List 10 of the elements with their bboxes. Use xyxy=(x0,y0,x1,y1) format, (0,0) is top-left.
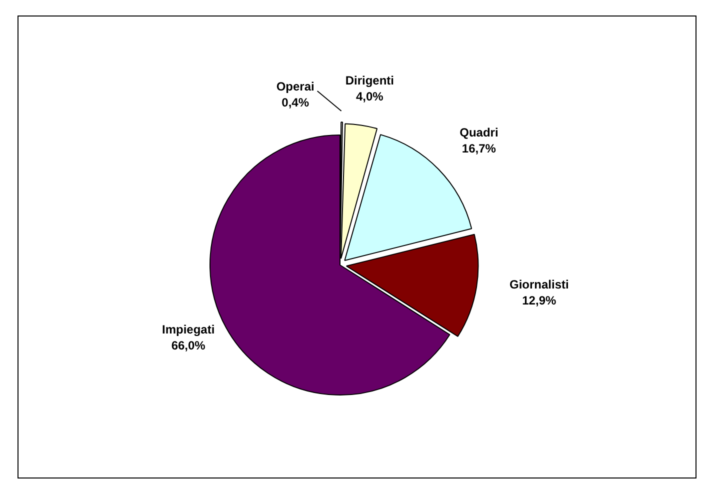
slice-label: Impiegati xyxy=(162,322,215,337)
slice-label: Dirigenti xyxy=(345,73,394,88)
data-label: 12,9% xyxy=(522,294,556,308)
data-label: 16,7% xyxy=(462,141,496,156)
slice-label: Giornalisti xyxy=(509,278,569,292)
data-label: 4,0% xyxy=(356,89,384,104)
slice-label: Quadri xyxy=(460,125,498,140)
data-label: 66,0% xyxy=(171,338,206,353)
data-label: 0,4% xyxy=(282,95,310,110)
slice-label: Operai xyxy=(276,79,314,94)
